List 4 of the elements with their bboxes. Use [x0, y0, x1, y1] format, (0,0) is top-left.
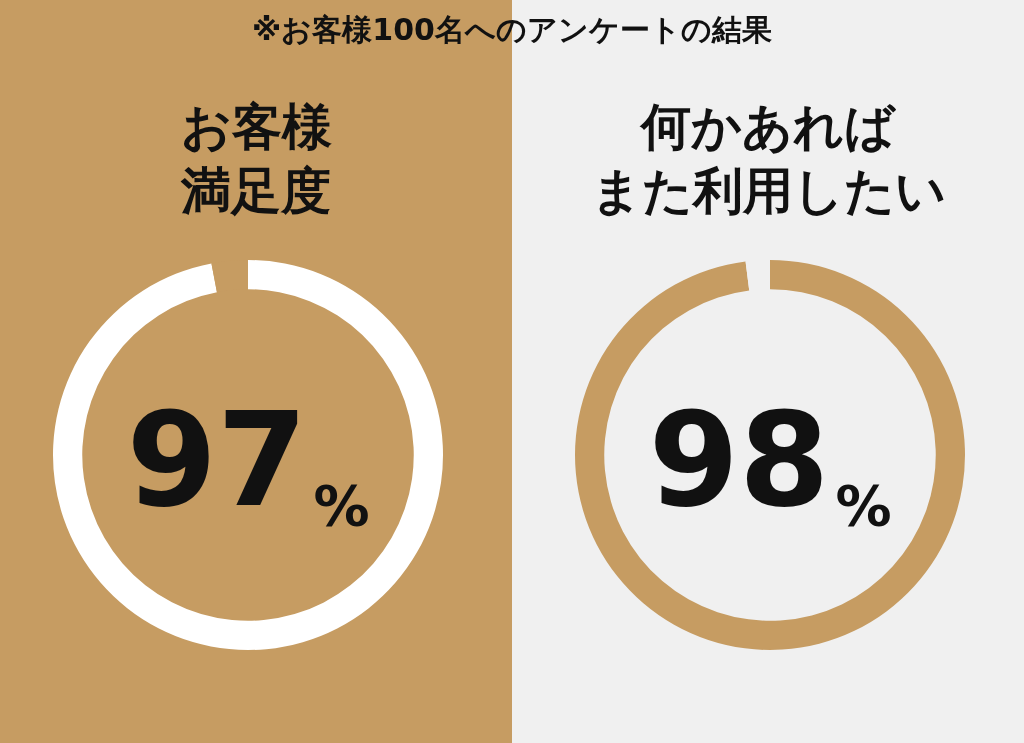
- chart-title: 何かあればまた利用したい: [589, 97, 947, 222]
- data-label: 97%: [126, 384, 370, 538]
- data-label: 98%: [648, 384, 892, 538]
- chart-title: お客様満足度: [179, 97, 333, 222]
